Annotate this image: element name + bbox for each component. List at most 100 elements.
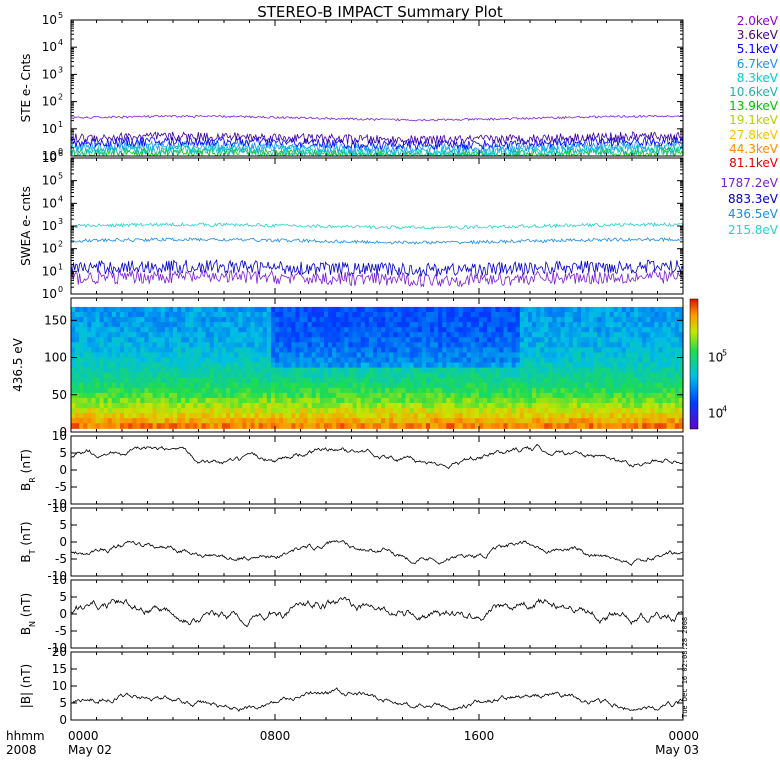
ytick-label: 5 <box>59 590 67 604</box>
ytick-exponent: 0 <box>58 285 63 294</box>
timestamp-stamp: Tue Dec 16 02:08:28 2008 <box>681 616 689 718</box>
time-tick-label: 0800 <box>260 729 291 743</box>
ytick-label: 10 <box>42 95 57 109</box>
ste-legend-item: 44.3keV <box>729 141 778 156</box>
corner-label-hhmm: hhmm <box>6 729 45 743</box>
ytick-exponent: 2 <box>58 93 63 102</box>
ste-legend-item: 10.6keV <box>729 85 778 100</box>
ytick-label: 10 <box>42 196 57 210</box>
time-tick-label: 0000 <box>668 729 699 743</box>
ytick-label: 5 <box>59 446 67 460</box>
ytick-label: 10 <box>42 174 57 188</box>
ste-legend-item: 3.6keV <box>736 28 778 43</box>
series-883.3eV <box>70 258 684 277</box>
time-tick-date: May 02 <box>68 743 112 757</box>
swea-legend-item: 883.3eV <box>728 191 778 206</box>
panel-ylabel: BT (nT) <box>19 521 37 562</box>
panel-frame-4 <box>70 507 684 577</box>
panel-frame-6 <box>70 651 684 721</box>
swea-legend-item: 436.5eV <box>728 207 778 221</box>
series-B5 <box>70 596 684 628</box>
ytick-label: -10 <box>47 641 67 655</box>
series-3.6keV <box>70 131 684 146</box>
ytick-label: -5 <box>55 480 67 494</box>
ytick-label: 0 <box>59 535 67 549</box>
ytick-exponent: 3 <box>58 65 63 74</box>
ytick-label: 10 <box>42 151 57 165</box>
ytick-label: 0 <box>59 607 67 621</box>
ytick-exponent: 3 <box>58 217 63 226</box>
colorbar-tick: 10 <box>708 406 723 420</box>
ytick-label: 5 <box>59 696 67 710</box>
plot-title: STEREO-B IMPACT Summary Plot <box>257 3 503 21</box>
ste-legend-item: 81.1keV <box>729 156 778 171</box>
swea-legend-item: 1787.2eV <box>720 176 778 190</box>
heatmap-cells <box>71 306 684 429</box>
ytick-label: 10 <box>52 679 67 693</box>
ytick-exponent: 0 <box>58 147 63 156</box>
colorbar-tick: 10 <box>708 351 723 365</box>
series-2.0keV <box>70 114 684 122</box>
ytick-label: 10 <box>52 429 67 443</box>
ste-legend-item: 8.3keV <box>736 70 778 85</box>
ste-legend-item: 13.9keV <box>729 99 778 114</box>
ytick-exponent: 5 <box>58 172 63 181</box>
series-B6 <box>70 687 684 712</box>
ytick-label: 10 <box>42 13 57 27</box>
ytick-label: -10 <box>47 497 67 511</box>
ytick-label: 10 <box>42 219 57 233</box>
ytick-label: 20 <box>52 645 67 659</box>
panel-ylabel: BN (nT) <box>19 593 37 635</box>
colorbar-tick-exponent: 5 <box>722 349 727 358</box>
ytick-label: 5 <box>59 518 67 532</box>
ytick-label: 10 <box>42 122 57 136</box>
ytick-exponent: 4 <box>58 194 63 203</box>
ytick-label: 100 <box>44 351 67 365</box>
ytick-label: 0 <box>59 425 67 439</box>
ste-legend-item: 5.1keV <box>736 42 778 57</box>
ytick-label: 150 <box>44 313 67 327</box>
ytick-exponent: 5 <box>58 11 63 20</box>
ytick-label: 50 <box>52 388 67 402</box>
panel-frame-3 <box>70 435 684 505</box>
ytick-label: 0 <box>59 713 67 727</box>
ste-legend-item: 2.0keV <box>736 14 778 28</box>
ytick-label: 15 <box>52 662 67 676</box>
ste-legend-item: 6.7keV <box>736 56 778 71</box>
swea-legend: 1787.2eV 883.3eV 436.5eV 215.8eV <box>690 176 778 238</box>
ytick-label: 10 <box>42 149 57 163</box>
panel-ylabel: 436.5 eV <box>11 337 25 392</box>
ytick-exponent: 1 <box>58 120 63 129</box>
series-B3 <box>70 443 684 470</box>
ytick-label: 0 <box>59 463 67 477</box>
ytick-label: 10 <box>42 264 57 278</box>
ste-legend-item: 27.8keV <box>729 127 778 142</box>
panel-ylabel: SWEA e- cnts <box>19 186 33 266</box>
series-B4 <box>70 540 684 566</box>
ytick-label: -5 <box>55 552 67 566</box>
panel-ylabel: BR (nT) <box>19 449 37 491</box>
ytick-label: 10 <box>52 573 67 587</box>
ytick-exponent: 2 <box>58 240 63 249</box>
ste-legend: 2.0keV 3.6keV 5.1keV 6.7keV 8.3keV 10.6keV 13.… <box>690 14 778 170</box>
ytick-exponent: 6 <box>58 149 63 158</box>
ytick-exponent: 4 <box>58 38 63 47</box>
swea-legend-item: 215.8eV <box>728 222 778 237</box>
ytick-label: -5 <box>55 624 67 638</box>
ytick-label: 10 <box>42 40 57 54</box>
time-tick-label: 0000 <box>68 729 99 743</box>
ytick-label: 10 <box>42 287 57 301</box>
panel-ylabel: |B| (nT) <box>19 664 33 708</box>
panel-ylabel: STE e- Cnts <box>19 54 33 123</box>
corner-label-year: 2008 <box>6 743 37 757</box>
ste-legend-item: 19.1keV <box>729 113 778 128</box>
series-5.1keV <box>70 135 684 151</box>
series-215.8eV <box>70 221 684 230</box>
ytick-exponent: 1 <box>58 262 63 271</box>
ytick-label: 10 <box>52 501 67 515</box>
ytick-label: 10 <box>42 67 57 81</box>
colorbar <box>689 298 699 430</box>
